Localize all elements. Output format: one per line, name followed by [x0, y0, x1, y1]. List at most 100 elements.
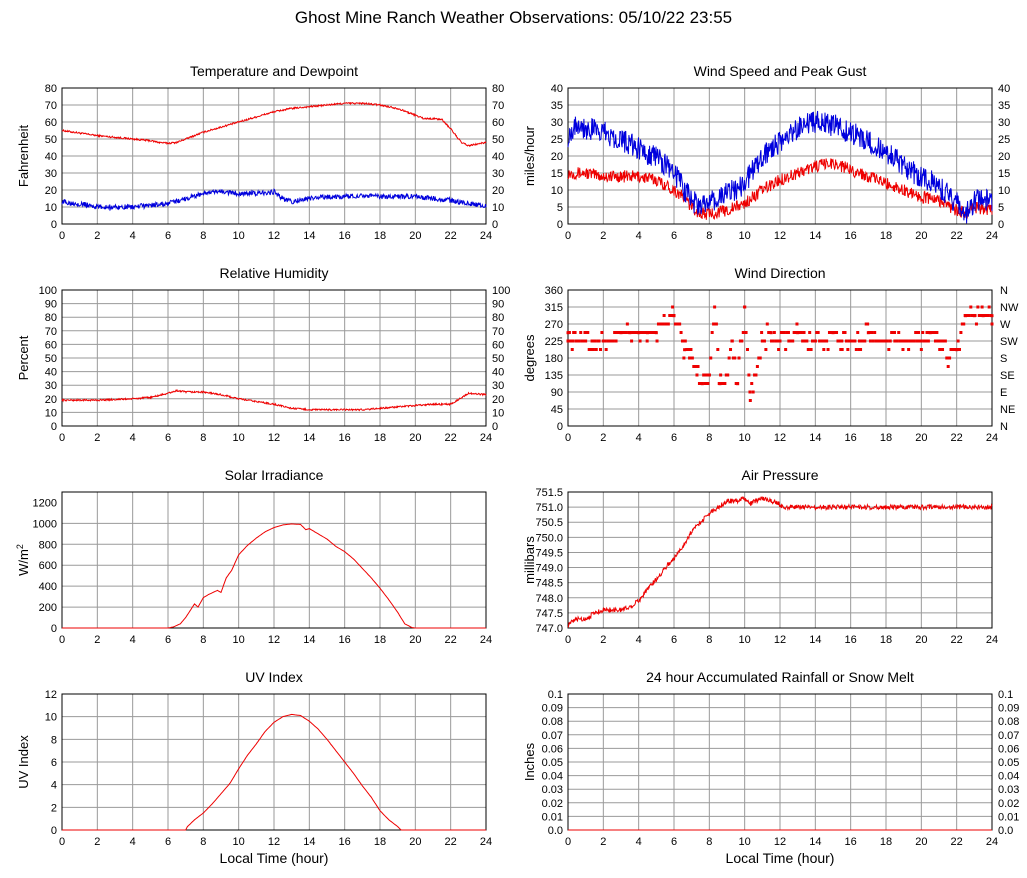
right-axis-tick-label: 5 — [998, 202, 1004, 214]
y-tick-label: 70 — [45, 326, 57, 338]
wind-direction-point — [719, 373, 723, 377]
series-line-relative-humidity — [61, 388, 487, 412]
x-tick-label: 22 — [951, 836, 963, 848]
chart-title: Relative Humidity — [220, 265, 329, 281]
wind-direction-point — [614, 339, 618, 343]
y-tick-label: 0 — [557, 219, 563, 231]
wind-direction-point — [741, 331, 745, 334]
wind-direction-point — [591, 348, 595, 351]
wind-direction-point — [716, 348, 720, 351]
right-axis-tick-label: 0.01 — [998, 811, 1019, 823]
right-axis-tick-label: 0.08 — [998, 716, 1019, 728]
wind-direction-point — [665, 322, 669, 326]
wind-direction-point — [822, 339, 826, 343]
x-tick-label: 6 — [671, 634, 677, 646]
x-tick-label: 20 — [409, 634, 421, 646]
y-tick-label: 750.0 — [535, 532, 563, 544]
right-axis-tick-label: 0 — [998, 219, 1004, 231]
wind-direction-point — [753, 373, 757, 377]
right-axis-tick-label: 0.02 — [998, 798, 1019, 810]
wind-direction-point — [844, 339, 848, 343]
right-axis-tick-label: 35 — [998, 100, 1010, 112]
y-tick-label: 40 — [45, 151, 57, 163]
x-tick-label: 4 — [130, 230, 136, 242]
page-title: Ghost Mine Ranch Weather Observations: 0… — [294, 8, 733, 27]
wind-direction-point — [769, 331, 773, 335]
x-tick-label: 10 — [739, 836, 751, 848]
wind-direction-point — [577, 339, 581, 343]
x-tick-label: 22 — [445, 634, 457, 646]
y-tick-label: 30 — [551, 117, 563, 129]
y-tick-label: 10 — [551, 185, 563, 197]
x-tick-label: 14 — [809, 634, 821, 646]
y-tick-label: 0.07 — [542, 730, 563, 742]
wind-direction-point — [700, 382, 704, 386]
right-axis-tick-label: 25 — [998, 134, 1010, 146]
right-axis-tick-label: 0.09 — [998, 703, 1019, 715]
wind-direction-point — [938, 348, 942, 351]
right-axis-tick-label: 30 — [492, 168, 504, 180]
x-tick-label: 8 — [200, 432, 206, 444]
right-axis-tick-label: 20 — [492, 394, 504, 406]
y-tick-label: 400 — [39, 581, 57, 593]
wind-direction-point — [956, 339, 960, 343]
wind-direction-point — [902, 339, 906, 343]
wind-direction-point — [655, 339, 659, 343]
y-tick-label: 747.0 — [535, 623, 563, 635]
wind-direction-point — [976, 305, 980, 309]
wind-direction-point — [959, 331, 963, 334]
y-tick-label: 30 — [45, 168, 57, 180]
x-tick-label: 4 — [130, 836, 136, 848]
wind-direction-point — [912, 339, 916, 343]
right-axis-tick-label: 60 — [492, 339, 504, 351]
wind-direction-point — [887, 348, 891, 351]
x-tick-label: 12 — [268, 634, 280, 646]
y-tick-label: 70 — [45, 100, 57, 112]
y-tick-label: 0 — [51, 623, 57, 635]
wind-direction-point — [907, 348, 911, 351]
y-tick-label: 749.0 — [535, 563, 563, 575]
wind-direction-point — [645, 339, 649, 343]
y-tick-label: 270 — [545, 319, 563, 331]
y-tick-label: 50 — [45, 353, 57, 365]
wind-direction-point — [593, 339, 596, 343]
wind-direction-point — [654, 331, 658, 335]
wind-direction-point — [795, 322, 799, 326]
right-axis-tick-label: 50 — [492, 353, 504, 365]
wind-direction-point — [791, 339, 795, 343]
x-tick-label: 12 — [268, 230, 280, 242]
wind-direction-point — [866, 331, 870, 335]
y-tick-label: 0.03 — [542, 784, 563, 796]
wind-direction-point — [786, 331, 790, 334]
right-axis-tick-label: 0 — [492, 421, 498, 433]
x-tick-label: 18 — [880, 432, 892, 444]
wind-direction-point — [840, 348, 844, 351]
wind-direction-point — [745, 348, 749, 351]
y-tick-label: 0.01 — [542, 811, 563, 823]
wind-direction-point — [778, 339, 782, 343]
wind-direction-point — [751, 390, 755, 394]
x-tick-label: 20 — [409, 836, 421, 848]
wind-direction-point — [584, 339, 588, 343]
right-axis-tick-label: 0.05 — [998, 757, 1019, 769]
y-tick-label: 0.0 — [548, 825, 563, 837]
x-tick-label: 8 — [706, 432, 712, 444]
right-axis-tick-label: 0.0 — [998, 825, 1013, 837]
wind-direction-point — [831, 331, 835, 335]
x-tick-label: 10 — [233, 432, 245, 444]
wind-direction-point — [730, 339, 734, 343]
y-tick-label: 0 — [557, 421, 563, 433]
wind-direction-point — [987, 305, 991, 309]
x-tick-label: 2 — [600, 836, 606, 848]
right-axis-tick-label: 70 — [492, 326, 504, 338]
y-tick-label: 315 — [545, 302, 563, 314]
y-axis-label: millibars — [522, 536, 537, 584]
y-tick-label: 4 — [51, 780, 57, 792]
wind-direction-point — [690, 356, 694, 360]
wind-direction-point — [849, 339, 853, 343]
wind-direction-point — [755, 365, 759, 368]
x-tick-label: 12 — [268, 836, 280, 848]
